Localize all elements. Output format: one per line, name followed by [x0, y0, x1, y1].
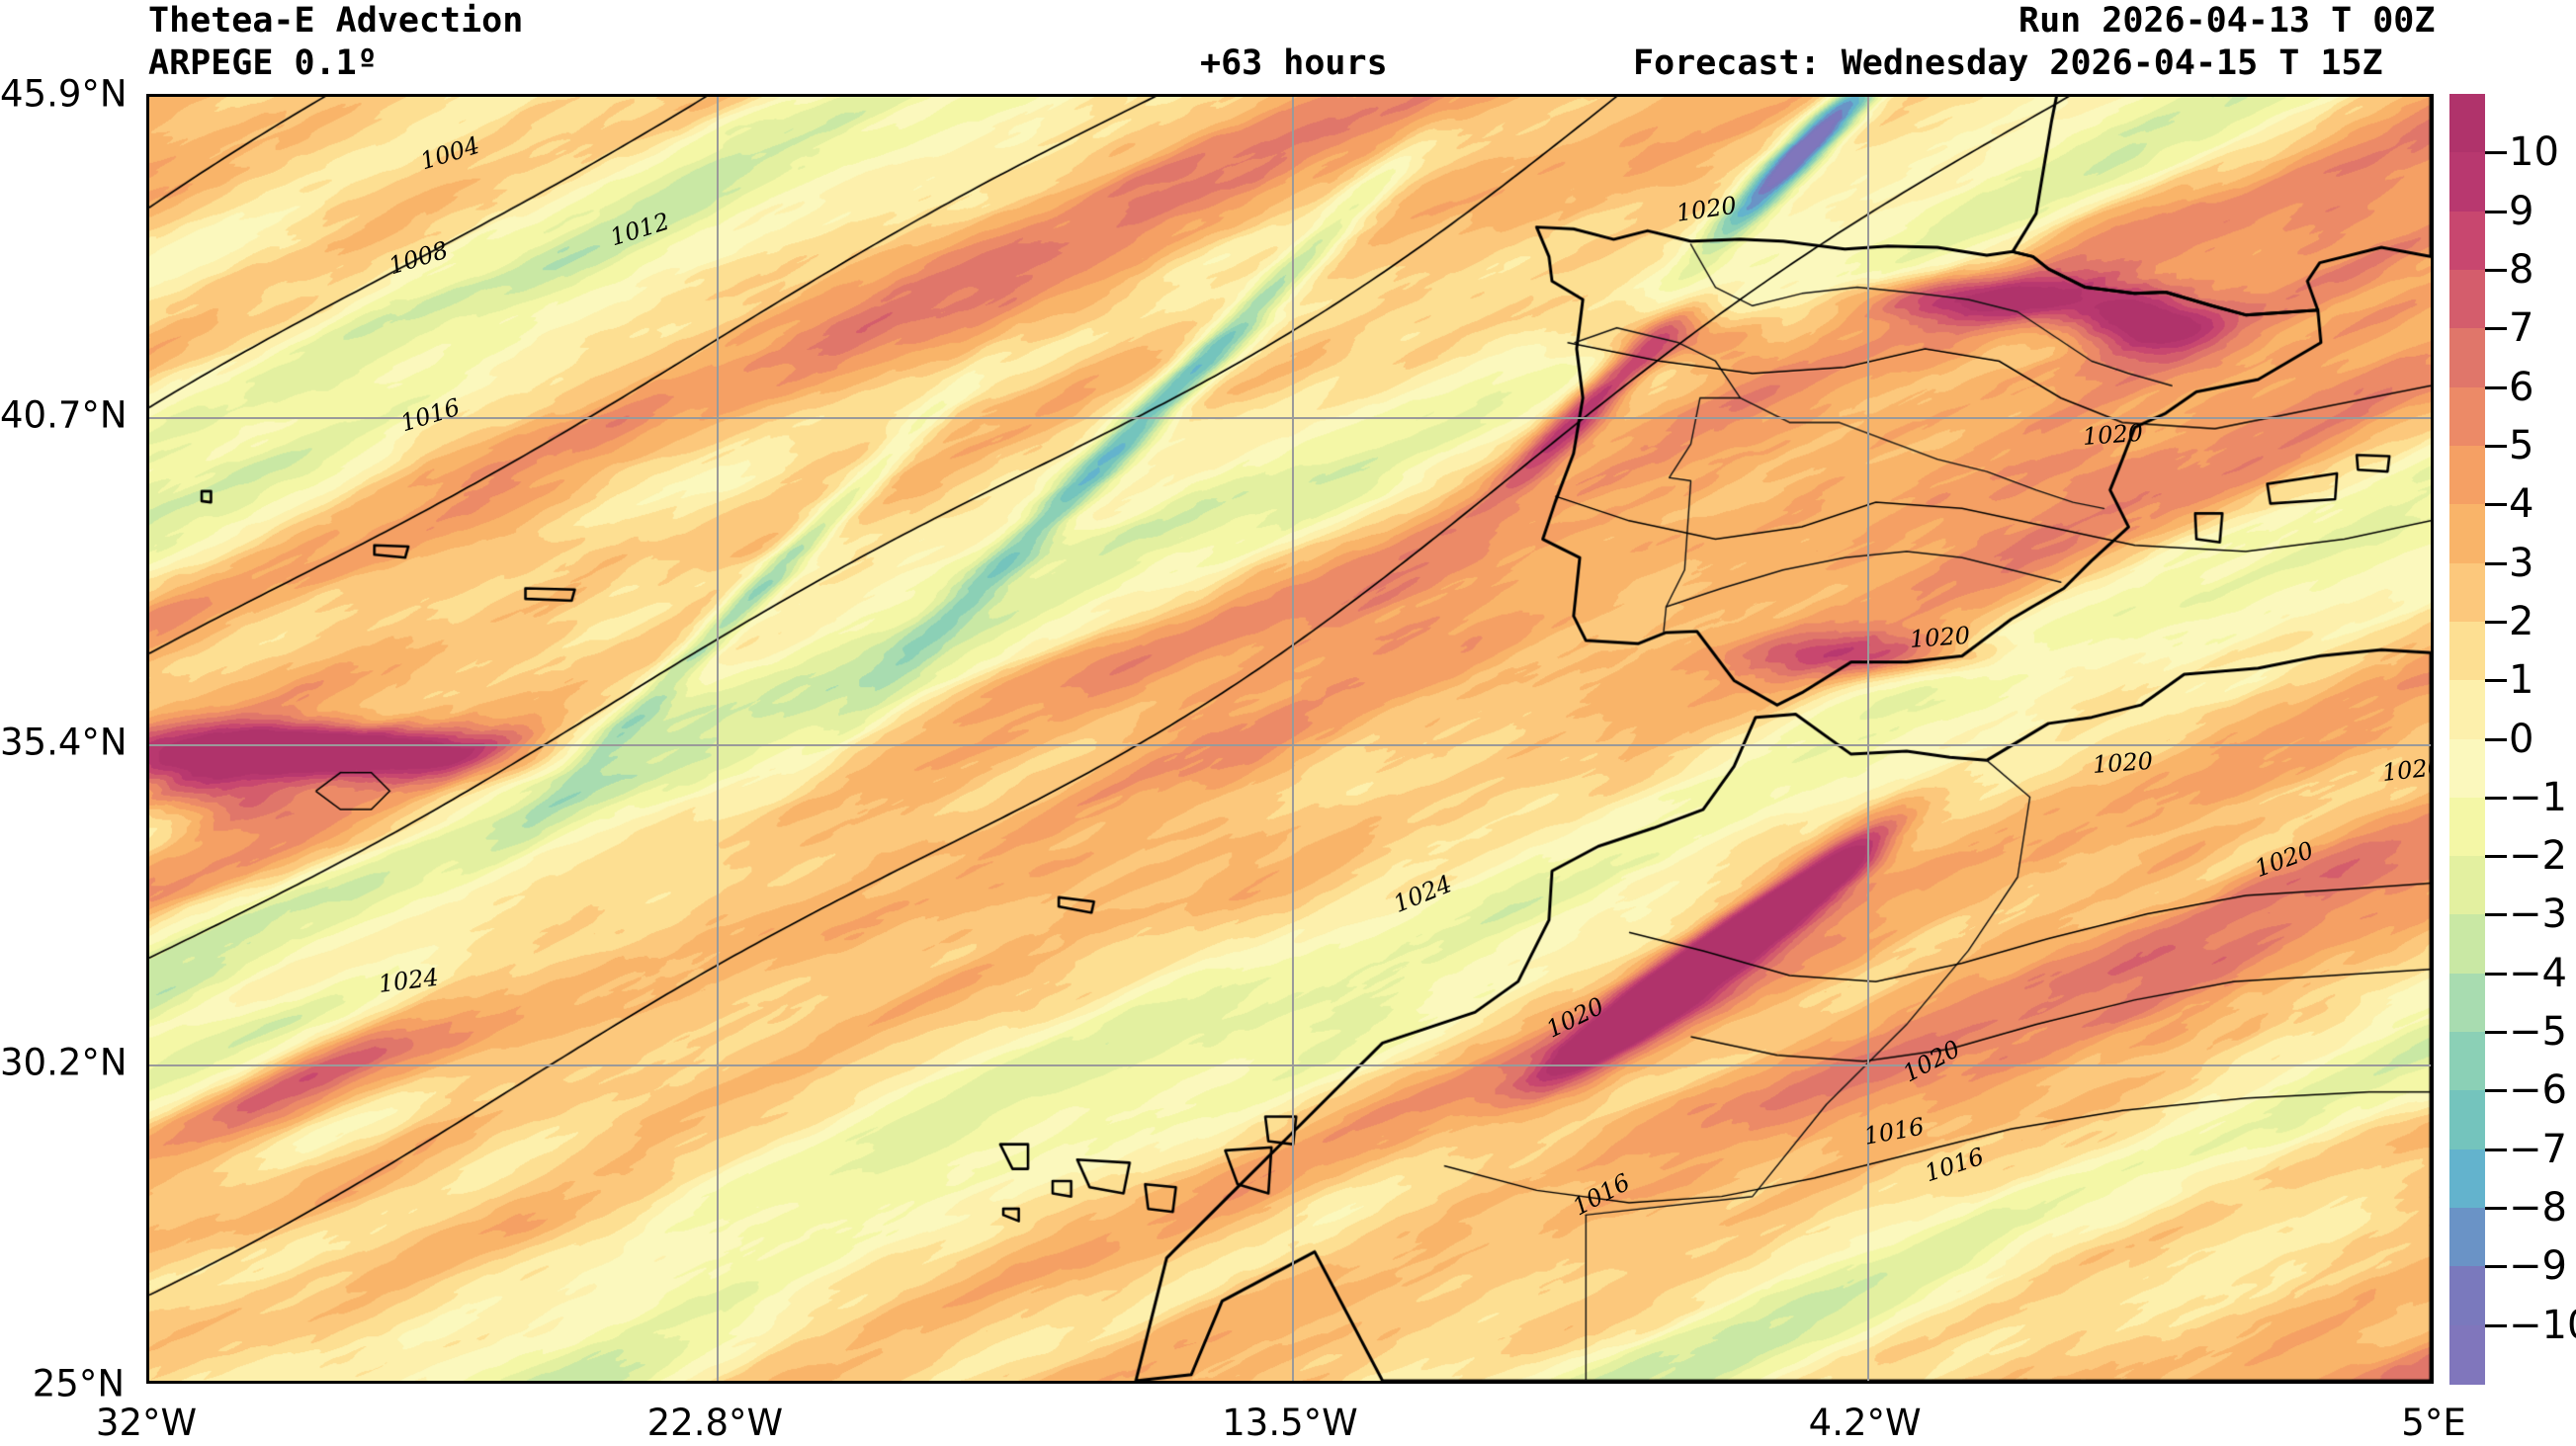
colorbar-tick — [2485, 327, 2507, 331]
colorbar-label: −10 — [2509, 1302, 2576, 1348]
advection-heatmap-canvas — [149, 97, 2431, 1381]
colorbar-tick — [2485, 210, 2507, 213]
y-axis-label: 35.4°N — [0, 721, 128, 764]
colorbar-tick — [2485, 1323, 2507, 1327]
colorbar-tick — [2485, 1207, 2507, 1211]
colorbar-label: −2 — [2509, 833, 2567, 880]
colorbar-label: 1 — [2509, 657, 2534, 704]
colorbar-segment — [2449, 738, 2485, 799]
colorbar-tick — [2485, 1148, 2507, 1151]
colorbar-label: −9 — [2509, 1243, 2567, 1290]
colorbar-tick — [2485, 151, 2507, 155]
isobar-label: 1020 — [2380, 752, 2434, 787]
colorbar-segment — [2449, 269, 2485, 329]
colorbar-label: −6 — [2509, 1067, 2567, 1114]
colorbar-segment — [2449, 1266, 2485, 1326]
y-axis-label: 25°N — [32, 1362, 125, 1405]
colorbar-label: 6 — [2509, 364, 2534, 410]
colorbar-segment — [2449, 562, 2485, 623]
colorbar-tick — [2485, 972, 2507, 976]
y-axis-label: 40.7°N — [0, 393, 128, 437]
colorbar-segment — [2449, 152, 2485, 213]
colorbar-tick — [2485, 679, 2507, 683]
colorbar-segment — [2449, 1090, 2485, 1150]
colorbar-tick — [2485, 503, 2507, 507]
model-label: ARPEGE 0.1º — [148, 43, 378, 83]
lead-time-label: +63 hours — [1200, 43, 1388, 83]
colorbar-segment — [2449, 94, 2485, 153]
colorbar-tick — [2485, 444, 2507, 448]
colorbar-segment — [2449, 856, 2485, 916]
colorbar-tick — [2485, 855, 2507, 859]
y-axis-tick — [146, 417, 149, 420]
colorbar-tick — [2485, 268, 2507, 272]
isobar-label: 1020 — [2082, 418, 2144, 451]
colorbar-segment — [2449, 914, 2485, 975]
run-time-label: Run 2026-04-13 T 00Z — [2018, 1, 2436, 41]
colorbar-tick — [2485, 737, 2507, 741]
colorbar — [2449, 94, 2507, 1385]
colorbar-label: −1 — [2509, 774, 2567, 820]
y-axis-label: 30.2°N — [0, 1041, 128, 1084]
colorbar-tick — [2485, 913, 2507, 917]
chart-header: Thetea-E Advection ARPEGE 0.1º +63 hours… — [0, 0, 2576, 94]
chart-title: Thetea-E Advection — [148, 1, 524, 41]
colorbar-segment — [2449, 386, 2485, 447]
colorbar-segment — [2449, 1324, 2485, 1385]
colorbar-tick — [2485, 796, 2507, 800]
colorbar-tick — [2485, 1089, 2507, 1093]
isobar-label: 1020 — [2092, 746, 2154, 779]
x-axis-label: 5°E — [2401, 1402, 2466, 1444]
colorbar-label: −8 — [2509, 1185, 2567, 1232]
colorbar-label: −4 — [2509, 950, 2567, 996]
colorbar-label: 5 — [2509, 422, 2534, 468]
colorbar-segment — [2449, 211, 2485, 271]
colorbar-label: −7 — [2509, 1126, 2567, 1172]
forecast-time-label: Forecast: Wednesday 2026-04-15 T 15Z — [1633, 43, 2383, 83]
colorbar-label: 10 — [2509, 129, 2559, 176]
colorbar-segment — [2449, 1148, 2485, 1209]
colorbar-segment — [2449, 680, 2485, 740]
colorbar-label: 4 — [2509, 481, 2534, 528]
y-axis-tick — [146, 1064, 149, 1067]
colorbar-segment — [2449, 621, 2485, 681]
colorbar-tick — [2485, 561, 2507, 565]
y-axis-tick — [146, 744, 149, 747]
colorbar-label: −3 — [2509, 892, 2567, 938]
isobar-label: 1020 — [1909, 621, 1971, 653]
colorbar-segment — [2449, 328, 2485, 388]
map-plot-area: 1004 1008 1012 1016 1020 1020 1020 1020 1020 1020… — [146, 94, 2434, 1384]
colorbar-label: 8 — [2509, 246, 2534, 293]
colorbar-label: 9 — [2509, 188, 2534, 234]
x-axis-label: 22.8°W — [646, 1402, 784, 1444]
y-axis-tick — [146, 96, 149, 99]
colorbar-label: 2 — [2509, 598, 2534, 644]
colorbar-segment — [2449, 504, 2485, 564]
x-axis-label: 32°W — [95, 1402, 198, 1444]
colorbar-tick — [2485, 620, 2507, 624]
colorbar-label: 3 — [2509, 540, 2534, 586]
x-axis-label: 13.5°W — [1222, 1402, 1358, 1444]
colorbar-segment — [2449, 1032, 2485, 1091]
colorbar-segment — [2449, 797, 2485, 857]
colorbar-label: −5 — [2509, 1009, 2567, 1056]
colorbar-label: 0 — [2509, 716, 2534, 762]
colorbar-tick — [2485, 385, 2507, 389]
colorbar-segment — [2449, 973, 2485, 1033]
y-axis-label: 45.9°N — [0, 72, 128, 116]
colorbar-tick — [2485, 1031, 2507, 1035]
colorbar-label: 7 — [2509, 305, 2534, 352]
colorbar-segment — [2449, 445, 2485, 505]
x-axis-label: 4.2°W — [1808, 1402, 1922, 1444]
colorbar-segment — [2449, 1208, 2485, 1267]
colorbar-tick — [2485, 1265, 2507, 1269]
